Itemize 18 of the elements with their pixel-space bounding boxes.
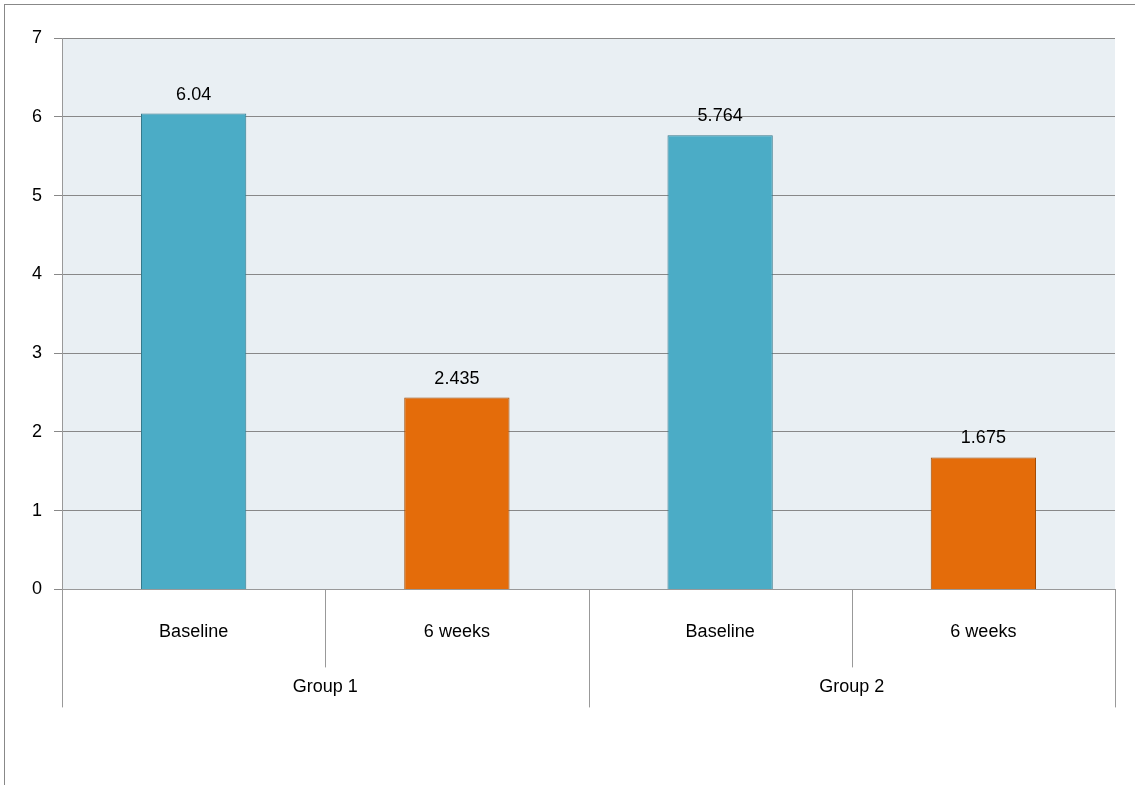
x-tick-label: Baseline xyxy=(159,621,229,642)
data-label: 6.04 xyxy=(176,83,212,104)
y-tick-label: 0 xyxy=(32,578,43,599)
data-label: 2.435 xyxy=(434,367,480,388)
text: Group 1 xyxy=(292,676,358,697)
y-tick-label: 3 xyxy=(32,342,43,363)
x-tick-label: Baseline xyxy=(685,621,755,642)
x-tick-label: 6 weeks xyxy=(950,621,1017,642)
y-tick-label: 5 xyxy=(32,184,43,205)
x-tick-label: 6 weeks xyxy=(423,621,490,642)
y-tick-label: 6 xyxy=(32,105,43,126)
data-label: 5.764 xyxy=(697,105,743,126)
text: Group 2 xyxy=(819,676,885,697)
y-tick-label: 1 xyxy=(32,499,43,520)
y-tick-label: 7 xyxy=(32,26,43,47)
y-tick-label: 4 xyxy=(32,263,43,284)
y-tick-label: 2 xyxy=(32,420,43,441)
data-label: 1.675 xyxy=(960,427,1006,448)
